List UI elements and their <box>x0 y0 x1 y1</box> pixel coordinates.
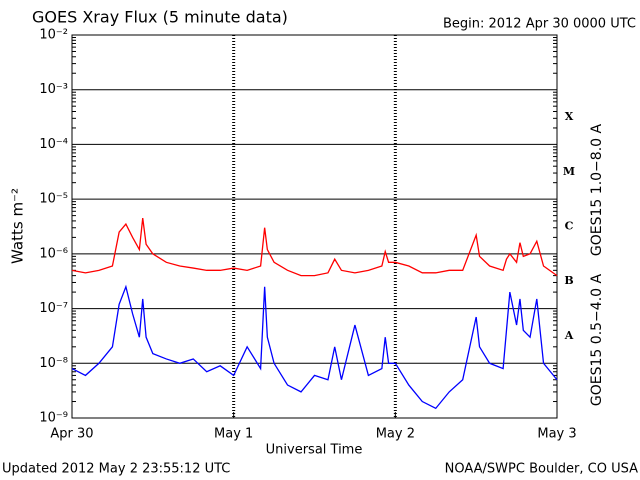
class-label: A <box>564 329 574 342</box>
chart-title: GOES Xray Flux (5 minute data) <box>32 8 288 27</box>
class-label: X <box>565 110 574 123</box>
updated-time: Updated 2012 May 2 23:55:12 UTC <box>2 462 230 477</box>
y-axis-label: Watts m⁻² <box>9 188 27 264</box>
plot-frame <box>71 34 558 419</box>
x-tick-label: Apr 30 <box>50 427 93 442</box>
legend-entry: GOES15 0.5−4.0 A <box>589 274 605 407</box>
series-line <box>71 218 558 277</box>
class-label: C <box>565 220 574 233</box>
x-axis-label: Universal Time <box>266 443 363 458</box>
y-tick-label: 10⁻⁶ <box>39 246 68 261</box>
series-line <box>71 284 558 410</box>
y-tick-label: 10⁻³ <box>39 82 68 97</box>
y-tick-label: 10⁻⁴ <box>39 137 68 152</box>
x-tick-label: May 2 <box>376 427 415 442</box>
y-tick-label: 10⁻⁸ <box>39 356 68 371</box>
y-tick-label: 10⁻² <box>39 28 68 43</box>
x-tick-label: May 3 <box>537 427 576 442</box>
legend-entry: GOES15 1.0−8.0 A <box>589 124 605 257</box>
x-tick-label: May 1 <box>214 427 253 442</box>
y-tick-label: 10⁻⁹ <box>39 411 68 426</box>
class-label: M <box>563 165 575 178</box>
begin-time: Begin: 2012 Apr 30 0000 UTC <box>443 17 636 32</box>
y-tick-label: 10⁻⁷ <box>39 301 68 316</box>
source: NOAA/SWPC Boulder, CO USA <box>445 462 638 477</box>
class-label: B <box>564 274 573 287</box>
y-tick-label: 10⁻⁵ <box>39 192 68 207</box>
